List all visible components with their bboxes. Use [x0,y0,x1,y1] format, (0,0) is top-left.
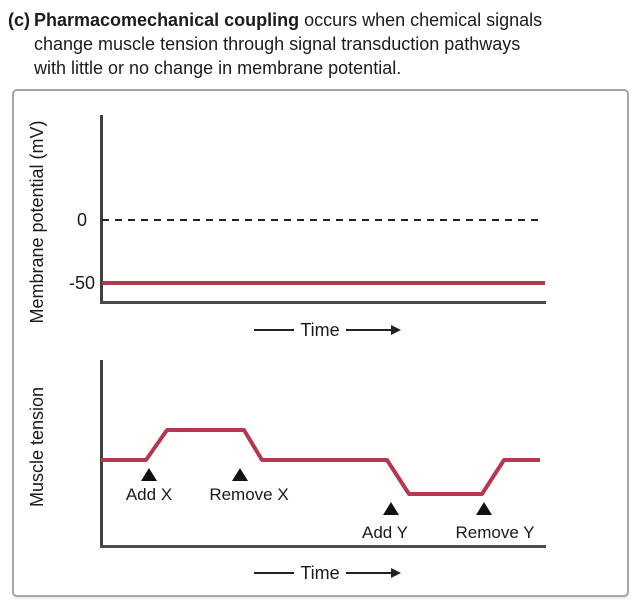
figure-box: Membrane potential (mV) 0 -50 Time Muscl… [12,89,629,597]
time-arrow-icon [345,568,401,578]
y-tick-minus-50: -50 [68,273,95,293]
caption-line-3: with little or no change in membrane pot… [34,58,402,78]
caption-line-1-rest: occurs when chemical signals [299,10,543,30]
top-time-label: Time [300,319,340,340]
bottom-chart-y-axis-label: Muscle tension [27,386,47,508]
bottom-chart-time-axis-label: Time [100,562,546,584]
caption-line-2: change muscle tension through signal tra… [34,34,521,54]
figure-caption: (c) Pharmacomechanical coupling occurs w… [8,8,634,80]
top-chart-time-axis-label: Time [100,319,546,341]
caption-line-1: Pharmacomechanical coupling occurs when … [34,10,542,30]
bottom-time-label: Time [300,562,340,583]
top-chart-y-axis [100,115,103,303]
zero-mv-dashed-reference-line [102,219,543,221]
event-label-add-y: Add Y [361,523,408,542]
remove-x-marker-icon [232,468,248,481]
caption-text: Pharmacomechanical coupling occurs when … [34,8,542,80]
y-tick-0: 0 [76,210,87,230]
caption-bold-term: Pharmacomechanical coupling [34,10,300,30]
muscle-tension-trace [101,428,540,496]
caption-part-label: (c) [8,10,30,30]
add-x-marker-icon [141,468,157,481]
bottom-chart-x-axis [100,545,546,548]
event-label-remove-y: Remove Y [455,523,535,542]
membrane-potential-trace [102,281,545,285]
top-chart-x-axis [100,301,546,304]
time-leader-line [254,572,295,574]
bottom-chart-y-axis [100,360,103,547]
time-leader-line [254,329,295,331]
event-label-add-x: Add X [125,485,173,504]
add-y-marker-icon [383,502,399,515]
time-arrow-icon [345,325,401,335]
remove-y-marker-icon [476,502,492,515]
event-label-remove-x: Remove X [209,485,289,504]
